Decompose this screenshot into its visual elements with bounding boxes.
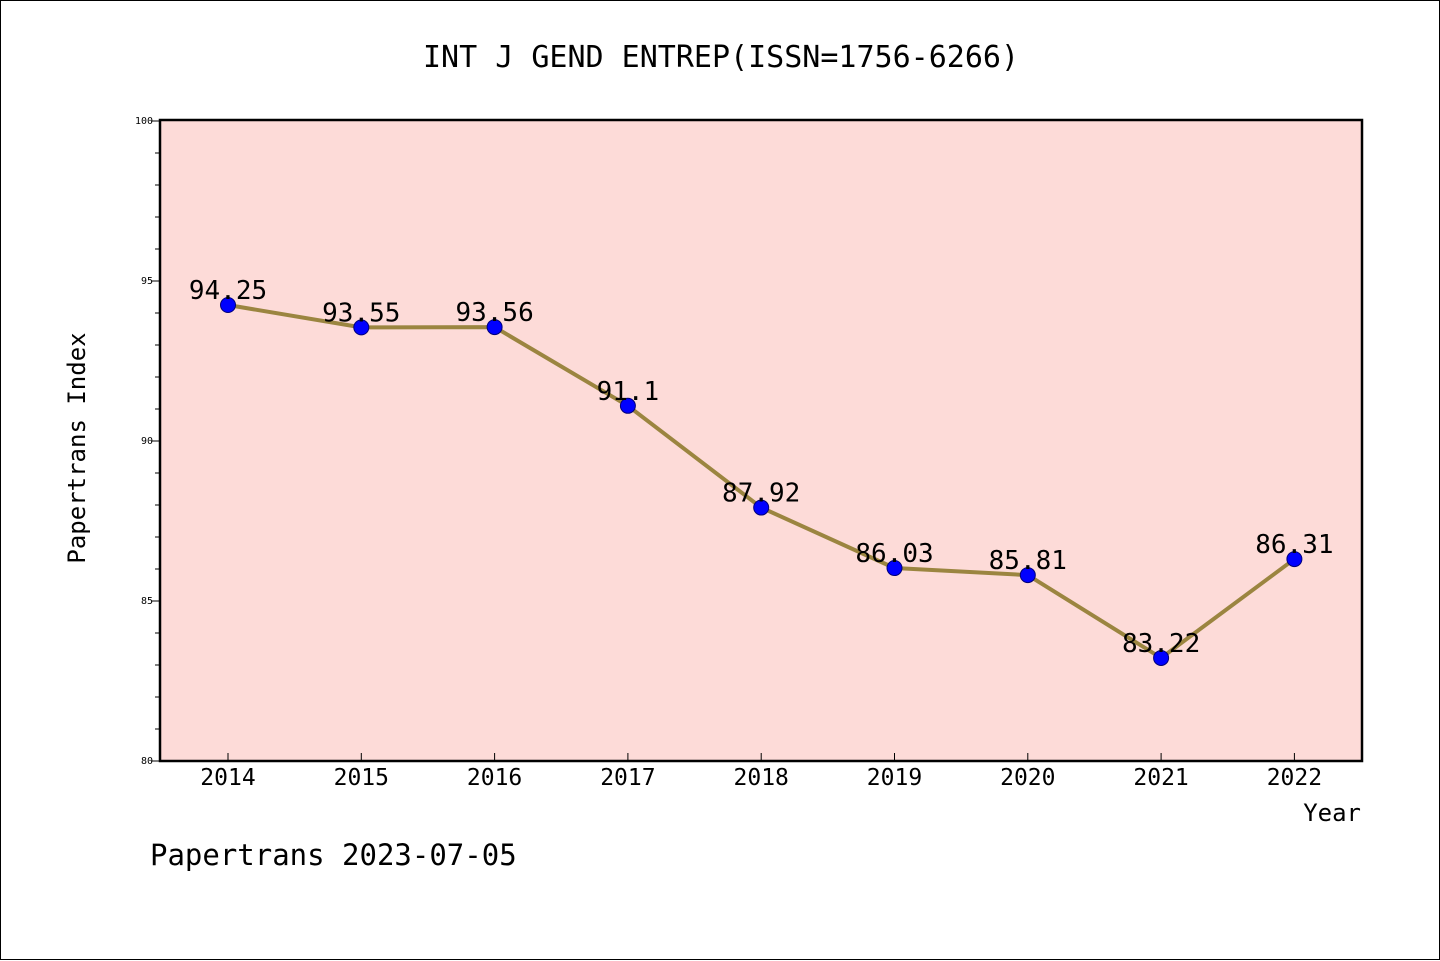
data-point (619, 397, 636, 414)
data-point (1019, 567, 1036, 584)
x-tick-label: 2014 (200, 765, 255, 791)
x-tick-label: 2022 (1267, 765, 1322, 791)
x-tick-label: 2018 (734, 765, 789, 791)
footer-text: Papertrans 2023-07-05 (150, 838, 517, 872)
data-label: 85.81 (989, 546, 1067, 576)
y-tick-label: 95 (141, 276, 153, 287)
data-point (1286, 551, 1303, 568)
plot-area (158, 118, 1364, 763)
y-axis-title: Papertrans Index (63, 332, 91, 563)
data-label: 93.55 (322, 298, 400, 328)
y-axis: 80 85 90 95 100 (135, 116, 161, 767)
data-label: 93.56 (455, 298, 533, 328)
x-tick-label: 2021 (1133, 765, 1188, 791)
data-label: 86.03 (855, 539, 933, 569)
y-tick-label: 90 (141, 436, 153, 447)
data-label: 91.1 (597, 377, 660, 407)
data-point (353, 319, 370, 336)
data-point (753, 499, 770, 516)
chart-title: INT J GEND ENTREP(ISSN=1756-6266) (423, 40, 1019, 75)
y-tick-label: 100 (135, 116, 153, 127)
data-point (220, 297, 236, 313)
y-tick-label: 85 (141, 596, 153, 607)
x-tick-label: 2019 (867, 765, 922, 791)
data-label: 94.25 (189, 276, 267, 306)
x-tick-label: 2020 (1000, 765, 1055, 791)
series-group: 94.25 93.55 93.56 91.1 87.92 86.03 85.81 83.22 8… (189, 276, 1334, 666)
data-point (1153, 649, 1170, 666)
x-tick-label: 2015 (334, 765, 389, 791)
data-point (886, 560, 903, 577)
data-label: 83.22 (1122, 629, 1200, 659)
x-tick-label: 2016 (467, 765, 522, 791)
data-point (486, 319, 503, 336)
x-tick-label: 2017 (600, 765, 655, 791)
x-axis-title: Year (1303, 799, 1361, 827)
data-label: 86.31 (1255, 530, 1333, 560)
data-label: 87.92 (722, 479, 800, 509)
x-axis: 2014 2015 2016 2017 2018 2019 2020 2021 2022 (200, 753, 1322, 791)
y-tick-label: 80 (141, 756, 153, 767)
